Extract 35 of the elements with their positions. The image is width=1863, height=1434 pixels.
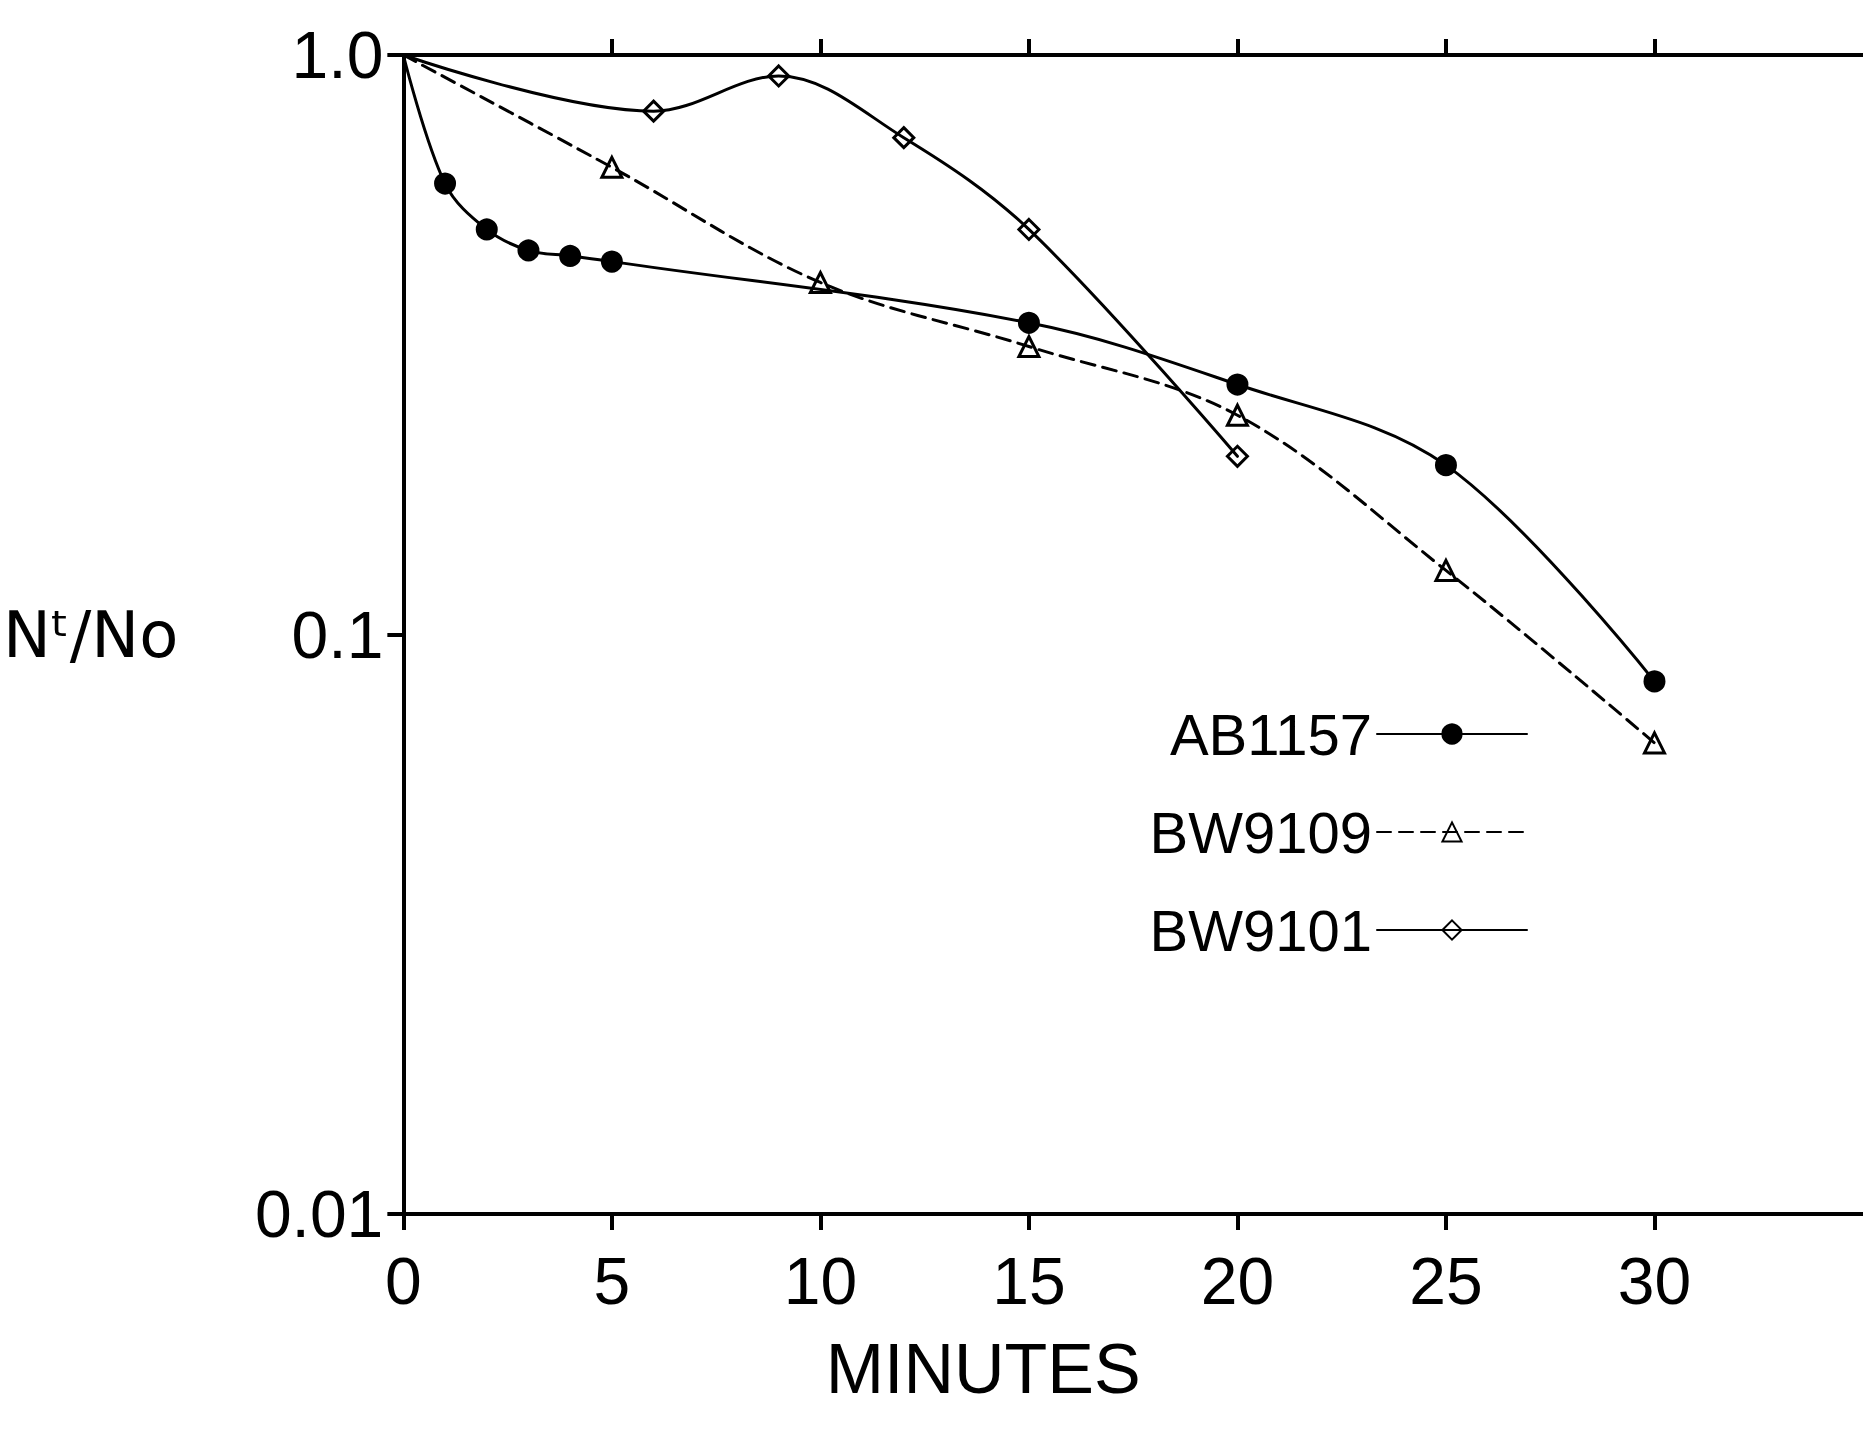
point bbox=[475, 218, 498, 241]
point bbox=[1434, 558, 1458, 582]
point bbox=[1226, 373, 1249, 396]
point bbox=[600, 250, 623, 273]
point bbox=[517, 239, 540, 262]
point bbox=[892, 126, 916, 150]
point bbox=[434, 172, 457, 195]
legend-label: AB1157 bbox=[1169, 701, 1372, 767]
point bbox=[1017, 217, 1041, 241]
point bbox=[1017, 311, 1040, 334]
legend-label: BW9109 bbox=[1149, 799, 1372, 865]
point bbox=[808, 270, 832, 294]
x-tick-label: 0 bbox=[384, 1244, 422, 1318]
x-tick-label: 15 bbox=[992, 1244, 1066, 1318]
point bbox=[767, 64, 791, 88]
point bbox=[600, 155, 624, 179]
x-tick-label: 10 bbox=[783, 1244, 858, 1318]
point bbox=[1225, 401, 1250, 427]
point bbox=[1225, 444, 1249, 468]
point bbox=[559, 244, 582, 267]
y-tick-label: 0.1 bbox=[291, 597, 384, 672]
legend-label: BW9101 bbox=[1149, 897, 1372, 963]
y-tick-label: 0.01 bbox=[254, 1177, 384, 1251]
x-tick-label: 20 bbox=[1200, 1244, 1275, 1318]
x-tick-label: 5 bbox=[593, 1244, 631, 1318]
point bbox=[1017, 335, 1041, 359]
x-tick-label: 30 bbox=[1617, 1244, 1692, 1318]
point bbox=[1643, 670, 1666, 693]
y-tick-label: 1.0 bbox=[291, 18, 384, 92]
point bbox=[642, 99, 666, 123]
point bbox=[1434, 454, 1457, 477]
y-axis-title: Nᵗ/No bbox=[3, 597, 179, 672]
x-axis-title: MINUTES bbox=[825, 1330, 1141, 1408]
point bbox=[1642, 731, 1666, 755]
x-tick-label: 25 bbox=[1409, 1244, 1483, 1318]
